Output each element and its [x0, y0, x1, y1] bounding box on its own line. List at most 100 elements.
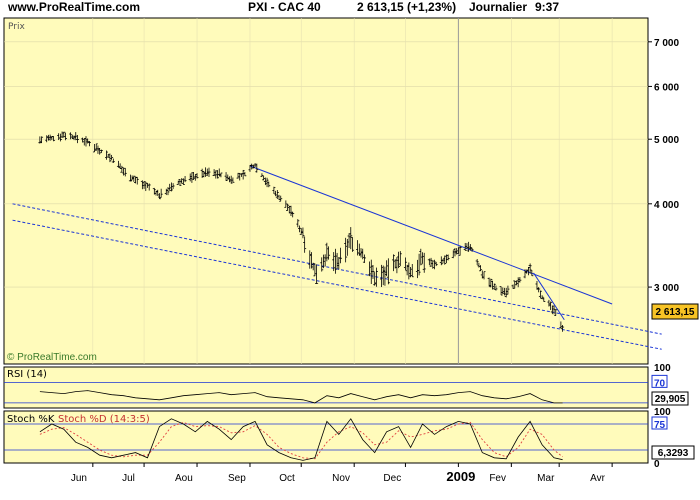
- price-bar: [506, 285, 510, 295]
- stoch-value-label: 6,3293: [658, 448, 689, 459]
- price-bar: [373, 272, 377, 286]
- stoch-d-line: [39, 421, 563, 460]
- last-value: 2 613,15 (+1,23%): [357, 0, 457, 14]
- price-bar: [260, 173, 264, 177]
- price-bar: [72, 135, 76, 141]
- price-tick-label: 7 000: [654, 38, 679, 49]
- rsi-value-badge: 29,905: [651, 391, 689, 406]
- price-bar: [393, 259, 397, 269]
- price-bar: [87, 140, 91, 147]
- instrument-name: PXI - CAC 40: [248, 0, 321, 14]
- price-bar: [84, 136, 88, 147]
- price-bar: [45, 135, 49, 143]
- price-bar: [286, 203, 290, 211]
- price-bar: [503, 287, 507, 296]
- price-bar: [195, 173, 199, 179]
- price-bar: [540, 295, 544, 300]
- price-bar: [477, 262, 481, 268]
- price-bar: [321, 254, 325, 269]
- price-bar: [410, 264, 414, 278]
- price-tick-label: 4 000: [654, 200, 679, 211]
- price-bar: [487, 277, 491, 287]
- short-trendline-line: [533, 272, 565, 321]
- price-bar: [267, 181, 271, 188]
- price-bar: [361, 248, 365, 260]
- price-bar: [106, 153, 110, 158]
- x-tick-label: 2009: [446, 469, 475, 484]
- price-bar: [299, 228, 303, 235]
- rsi-label: RSI (14): [7, 369, 47, 380]
- stoch-panel: [3, 410, 649, 464]
- price-bar: [516, 277, 520, 288]
- price-tick-label: 6 000: [654, 82, 679, 93]
- price-bar: [166, 187, 170, 196]
- price-bar: [227, 176, 231, 183]
- price-bar: [272, 186, 276, 194]
- price-bar: [277, 194, 281, 201]
- price-bar: [421, 252, 425, 264]
- price-bar: [157, 193, 161, 200]
- price-bar: [74, 132, 78, 141]
- price-bar: [63, 132, 67, 141]
- price-bar: [350, 236, 354, 252]
- price-bar: [547, 299, 551, 307]
- price-bar: [441, 258, 445, 264]
- price-bar: [243, 172, 247, 177]
- price-bar: [231, 177, 235, 183]
- x-tick-label: Sep: [228, 473, 246, 484]
- price-bar: [122, 167, 126, 176]
- price-bar: [409, 267, 413, 278]
- price-bar: [542, 297, 546, 303]
- price-bar: [142, 181, 146, 189]
- price-bar: [311, 262, 315, 271]
- rsi-line: [39, 390, 563, 404]
- price-bar: [320, 257, 324, 272]
- price-bar: [309, 252, 313, 269]
- price-bar: [456, 247, 460, 254]
- price-bar: [323, 254, 327, 267]
- rsi-tick-label: 100: [654, 363, 671, 374]
- price-bar: [386, 258, 390, 285]
- price-bar: [202, 170, 206, 178]
- price-bar: [405, 264, 409, 276]
- price-bar: [38, 136, 42, 144]
- price-bar: [75, 134, 79, 144]
- price-bar: [407, 262, 411, 280]
- price-bar: [241, 169, 245, 180]
- price-bar: [347, 233, 351, 248]
- site-title[interactable]: www.ProRealTime.com: [8, 0, 141, 14]
- x-tick-label: Jul: [122, 473, 135, 484]
- price-bar: [528, 263, 532, 274]
- price-bar: [380, 264, 384, 288]
- price-bar: [70, 134, 74, 139]
- price-bar: [171, 183, 175, 189]
- price-bar: [383, 266, 387, 286]
- price-bar: [118, 163, 122, 170]
- trendline-line: [249, 165, 613, 305]
- stoch-d-label: Stoch %D (14:3:5): [58, 414, 150, 425]
- price-bar: [251, 164, 255, 169]
- x-tick-label: Jun: [71, 473, 87, 484]
- price-bar: [374, 267, 378, 287]
- price-bar: [229, 175, 233, 184]
- price-bar: [434, 261, 438, 267]
- price-bar: [159, 188, 163, 198]
- price-bar: [514, 280, 518, 286]
- price-bar: [250, 163, 254, 170]
- price-bar: [530, 269, 534, 277]
- price-bar: [263, 177, 267, 186]
- price-bar: [535, 281, 539, 290]
- price-tick-label: 5 000: [654, 135, 679, 146]
- price-bar: [205, 168, 209, 177]
- price-bar: [188, 173, 192, 182]
- current-value-label: 2 613,15: [656, 307, 695, 318]
- price-bar: [369, 259, 373, 284]
- price-bar: [120, 165, 124, 173]
- price-bar: [169, 182, 173, 192]
- price-bar: [501, 287, 505, 295]
- price-bar: [417, 253, 421, 276]
- price-bar: [86, 138, 90, 144]
- price-bar: [446, 254, 450, 261]
- price-bar: [362, 254, 366, 263]
- price-bar: [298, 225, 302, 233]
